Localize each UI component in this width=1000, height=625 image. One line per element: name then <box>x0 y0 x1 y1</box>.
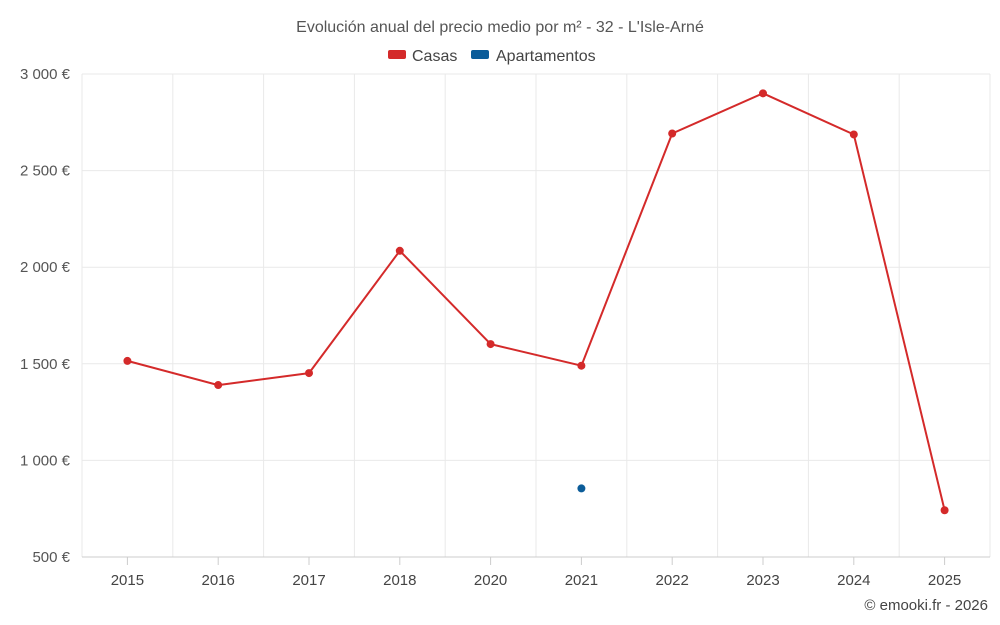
x-axis: 2015 2016 2017 2018 2020 2021 2022 2023 2024 2025 <box>82 556 990 589</box>
data-point-casas[interactable] <box>849 130 858 139</box>
x-tick-label: 2018 <box>383 572 416 589</box>
x-tick-label: 2015 <box>111 572 144 589</box>
y-tick-label: 2 000 € <box>20 259 71 276</box>
x-tick-label: 2021 <box>565 572 598 589</box>
data-point-casas[interactable] <box>759 89 767 98</box>
legend-item-casas[interactable]: Casas <box>388 48 457 65</box>
credit-text: © emooki.fr - 2026 <box>864 597 988 614</box>
legend-item-apartamentos[interactable]: Apartamentos <box>471 48 596 65</box>
grid <box>81 73 991 558</box>
data-point-casas[interactable] <box>395 246 404 255</box>
y-tick-label: 500 € <box>32 549 70 566</box>
x-tick-label: 2023 <box>746 572 779 589</box>
data-point-casas[interactable] <box>305 369 313 378</box>
data-point-casas[interactable] <box>668 129 677 138</box>
legend-label-apartamentos: Apartamentos <box>496 48 596 65</box>
data-point-casas[interactable] <box>123 356 132 365</box>
data-point-apartamentos[interactable] <box>577 484 586 493</box>
x-tick-label: 2020 <box>474 572 507 589</box>
data-point-casas[interactable] <box>577 361 586 370</box>
legend-label-casas: Casas <box>412 48 457 65</box>
x-tick-label: 2016 <box>202 572 235 589</box>
x-tick-label: 2024 <box>837 572 870 589</box>
legend-swatch-casas <box>388 50 406 59</box>
x-tick-label: 2025 <box>928 572 961 589</box>
x-tick-label: 2022 <box>656 572 689 589</box>
y-tick-label: 1 500 € <box>20 356 71 373</box>
legend-swatch-apartamentos <box>471 50 489 59</box>
y-tick-label: 2 500 € <box>20 163 71 180</box>
y-tick-label: 3 000 € <box>20 66 71 83</box>
chart-title: Evolución anual del precio medio por m² … <box>296 19 704 36</box>
y-tick-label: 1 000 € <box>20 452 71 469</box>
y-axis: 500 € 1 000 € 1 500 € 2 000 € 2 500 € 3 000 € <box>20 66 71 566</box>
data-point-casas[interactable] <box>486 340 495 349</box>
series-line-casas <box>127 92 946 511</box>
legend: Casas Apartamentos <box>388 48 596 65</box>
data-point-casas[interactable] <box>940 506 949 515</box>
data-point-casas[interactable] <box>214 381 223 390</box>
series <box>123 89 949 515</box>
x-tick-label: 2017 <box>292 572 325 589</box>
